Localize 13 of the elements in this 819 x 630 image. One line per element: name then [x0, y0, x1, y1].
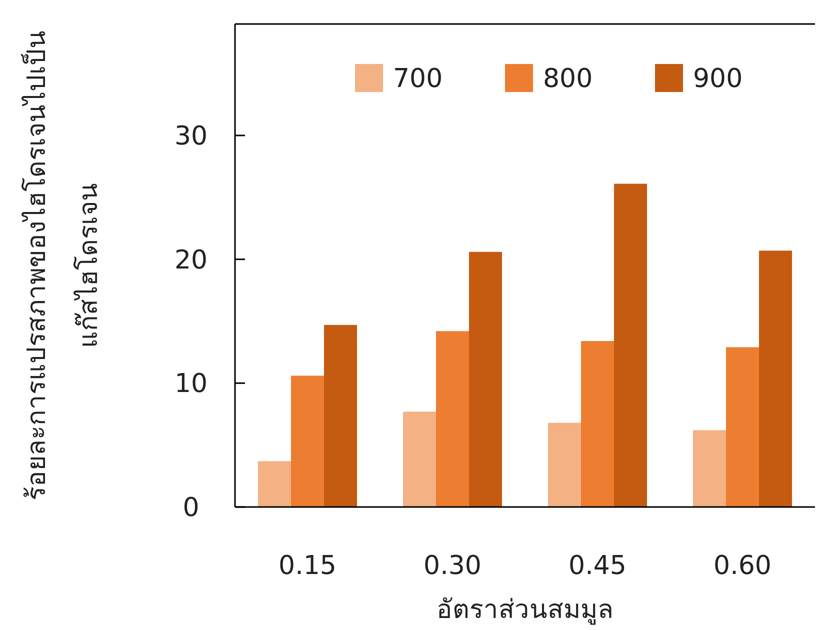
y-tick-label: 10 — [174, 369, 208, 400]
y-tick-label: 30 — [174, 121, 208, 152]
x-tick-label: 0.15 — [278, 551, 336, 581]
y-tick-label: 0 — [182, 493, 200, 523]
x-tick-label: 0.45 — [568, 551, 626, 581]
legend-label: 800 — [543, 64, 593, 94]
y-tick-label: 20 — [174, 245, 208, 276]
x-tick-label: 0.30 — [424, 551, 482, 581]
legend-label: 900 — [693, 64, 743, 94]
legend-label: 700 — [393, 64, 443, 94]
y-axis-title: ร้อยละการแปรสภาพของไฮโดรเจนไปเป็น แก๊สไฮโดรเจน — [20, 30, 104, 500]
x-axis-title: อัตราส่วนสมมูล — [436, 595, 614, 625]
x-tick-label: 0.60 — [714, 551, 772, 581]
